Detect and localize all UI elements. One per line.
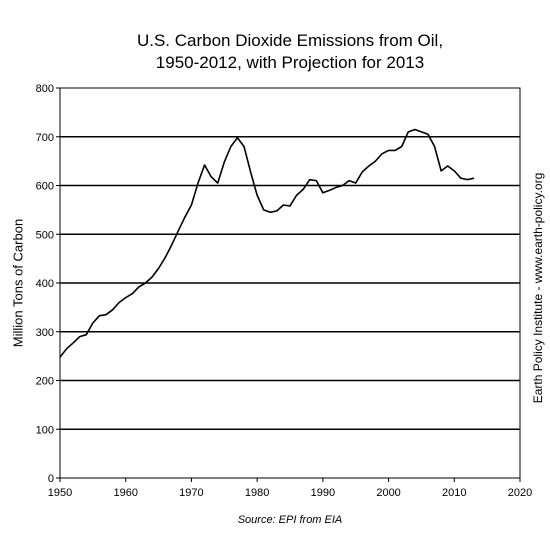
x-tick-label: 2010 — [442, 487, 466, 499]
y-tick-label: 0 — [48, 473, 54, 485]
chart-title-line-2: 1950-2012, with Projection for 2013 — [155, 53, 425, 72]
y-tick-label: 300 — [36, 327, 54, 339]
x-tick-label: 1950 — [48, 487, 72, 499]
y-tick-label: 800 — [36, 83, 54, 95]
y-tick-label: 100 — [36, 424, 54, 436]
y-tick-label: 400 — [36, 278, 54, 290]
y-tick-label: 700 — [36, 132, 54, 144]
y-tick-label: 600 — [36, 181, 54, 193]
x-tick-label: 2000 — [376, 487, 400, 499]
chart-title-line-1: U.S. Carbon Dioxide Emissions from Oil, — [136, 31, 444, 50]
x-tick-label: 1980 — [245, 487, 269, 499]
series-line-emissions — [59, 128, 475, 358]
x-tick-label: 1990 — [311, 487, 335, 499]
source-note: Source: EPI from EIA — [237, 514, 343, 526]
y-axis-label: Million Tons of Carbon — [10, 218, 26, 348]
x-tick-label: 1970 — [179, 487, 203, 499]
x-tick-label: 2020 — [508, 487, 532, 499]
x-tick-label: 1960 — [113, 487, 137, 499]
credit-text: Earth Policy Institute - www.earth-polic… — [531, 172, 545, 404]
y-tick-label: 500 — [36, 229, 54, 241]
y-tick-label: 200 — [36, 376, 54, 388]
